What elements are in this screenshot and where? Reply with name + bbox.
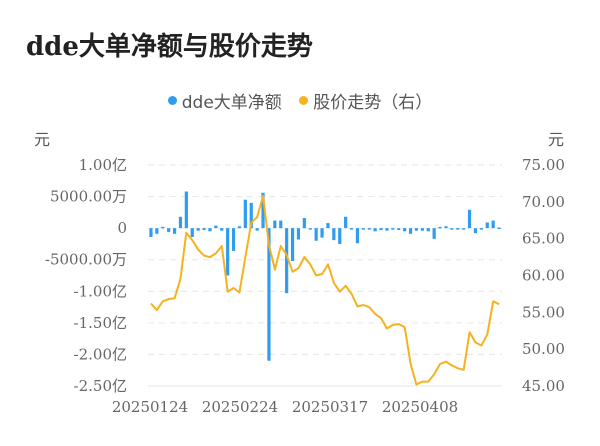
x-tick-label: 20250124 (112, 398, 188, 416)
legend-label: dde大单净额 (181, 93, 282, 113)
dde-bar[interactable] (314, 228, 318, 241)
dde-bar[interactable] (267, 228, 271, 361)
dde-bar[interactable] (208, 228, 212, 232)
chart-title: dde大单净额与股价走势 (26, 32, 313, 62)
dde-bar[interactable] (426, 228, 430, 232)
left-axis-unit: 元 (34, 130, 51, 149)
dde-bar[interactable] (485, 222, 489, 229)
dde-bar[interactable] (408, 228, 413, 234)
dde-bar[interactable] (190, 228, 194, 237)
dde-bar[interactable] (467, 209, 472, 229)
dde-bar[interactable] (255, 228, 259, 231)
price-line-series (150, 194, 500, 386)
dde-bar[interactable] (414, 228, 419, 231)
right-tick-label: 55.00 (522, 303, 565, 321)
dde-bar[interactable] (391, 228, 395, 230)
dde-bar[interactable] (196, 228, 200, 231)
dde-bar[interactable] (296, 228, 301, 240)
dde-bar[interactable] (155, 228, 159, 234)
dde-bar[interactable] (338, 228, 342, 244)
left-tick-label: -5000.00万 (45, 251, 127, 269)
left-tick-label: 0 (117, 219, 127, 237)
dde-bar[interactable] (279, 220, 283, 229)
legend-item-dde[interactable]: dde大单净额 (167, 88, 282, 113)
dde-bar-series (149, 191, 501, 361)
right-tick-label: 45.00 (522, 377, 565, 395)
dde-bar[interactable] (178, 216, 183, 229)
dde-bar[interactable] (261, 192, 265, 229)
dde-bar[interactable] (379, 228, 383, 231)
dde-bar[interactable] (249, 202, 253, 229)
left-tick-label: 5000.00万 (50, 188, 127, 206)
legend-dot-icon (167, 96, 177, 105)
left-axis-ticks: 1.00亿 5000.00万 0 -5000.00万 -1.00亿 -1.50亿 -2.00… (45, 156, 127, 395)
dde-bar[interactable] (450, 228, 454, 230)
x-tick-label: 20250224 (202, 398, 278, 416)
dde-bar[interactable] (438, 226, 442, 229)
dde-bar[interactable] (397, 228, 401, 231)
dde-bar[interactable] (479, 228, 483, 230)
right-axis-ticks: 75.00 70.00 65.00 60.00 55.00 50.00 45.00 (522, 156, 565, 395)
dde-bar[interactable] (349, 228, 354, 230)
dde-bar[interactable] (456, 228, 460, 230)
dde-bar[interactable] (462, 228, 466, 230)
dde-bar[interactable] (149, 228, 153, 237)
dde-bar[interactable] (231, 228, 236, 251)
dde-bar[interactable] (444, 226, 448, 229)
dde-bar[interactable] (226, 228, 230, 276)
dde-bar[interactable] (290, 228, 295, 261)
dde-bar[interactable] (202, 228, 206, 231)
dde-bar[interactable] (172, 228, 177, 234)
dde-bar[interactable] (167, 228, 171, 232)
right-tick-label: 50.00 (522, 340, 565, 358)
x-tick-label: 20250408 (382, 398, 458, 416)
dde-bar[interactable] (491, 220, 495, 229)
left-tick-label: 1.00亿 (79, 156, 127, 174)
dde-bar[interactable] (161, 226, 165, 229)
dde-bar[interactable] (184, 191, 188, 229)
chart-legend: dde大单净额 股价走势（右） (0, 88, 600, 113)
dde-bar[interactable] (237, 226, 242, 229)
dde-bar[interactable] (420, 228, 424, 231)
right-tick-label: 75.00 (522, 156, 565, 174)
legend-dot-icon (299, 96, 309, 105)
dde-bar[interactable] (403, 228, 407, 232)
left-tick-label: -1.50亿 (74, 314, 127, 332)
dde-bar[interactable] (367, 228, 371, 230)
legend-label: 股价走势（右） (313, 93, 433, 113)
dde-bar[interactable] (326, 223, 330, 229)
dde-bar[interactable] (332, 228, 336, 241)
dde-bar[interactable] (273, 220, 277, 229)
dde-bar[interactable] (497, 227, 501, 230)
dde-bar[interactable] (432, 228, 436, 239)
legend-item-price[interactable]: 股价走势（右） (299, 88, 432, 113)
dde-bar[interactable] (361, 228, 365, 230)
dde-bar[interactable] (308, 228, 312, 230)
dde-bar[interactable] (355, 228, 360, 244)
x-tick-label: 20250317 (292, 398, 368, 416)
dde-bar[interactable] (302, 218, 306, 229)
dde-bar[interactable] (285, 228, 289, 294)
right-tick-label: 65.00 (522, 230, 565, 248)
right-tick-label: 70.00 (522, 193, 565, 211)
dde-bar[interactable] (385, 228, 389, 231)
left-tick-label: -1.00亿 (74, 282, 127, 300)
dde-bar[interactable] (373, 228, 377, 232)
dde-bar[interactable] (220, 228, 224, 231)
left-tick-label: -2.00亿 (74, 345, 127, 363)
right-tick-label: 60.00 (522, 267, 565, 285)
right-axis-unit: 元 (548, 130, 565, 149)
x-axis-ticks: 20250124 20250224 20250317 20250408 (112, 398, 458, 416)
price-line[interactable] (150, 194, 500, 386)
dde-bar[interactable] (214, 225, 218, 229)
dde-bar[interactable] (243, 199, 247, 229)
dde-bar[interactable] (473, 228, 478, 234)
dde-bar[interactable] (320, 228, 324, 238)
left-tick-label: -2.50亿 (74, 377, 127, 395)
grid-lines (148, 164, 502, 387)
dde-bar[interactable] (344, 216, 348, 229)
